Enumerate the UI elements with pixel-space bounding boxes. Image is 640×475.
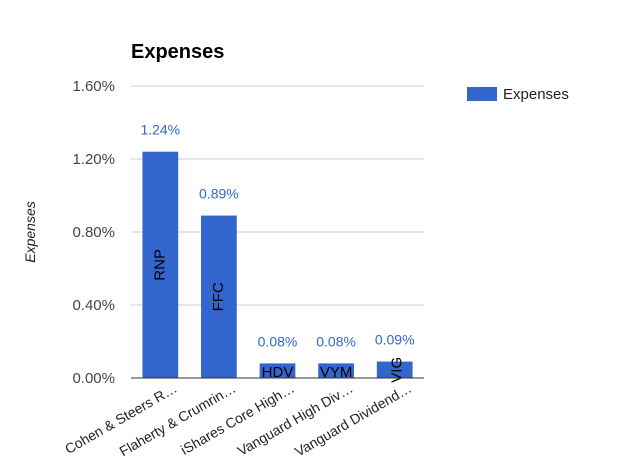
bar-inner-label: VIG — [389, 357, 406, 383]
y-axis-label: Expenses — [22, 201, 38, 262]
bar — [142, 151, 179, 378]
bar — [201, 215, 237, 378]
data-label: 0.08% — [316, 333, 356, 349]
bar — [259, 363, 296, 378]
x-category-labels: Cohen & Steers R…Flaherty & Crumrin…iSha… — [62, 380, 414, 460]
data-label: 0.08% — [258, 333, 298, 349]
data-labels: 1.24% 0.89% 0.08% 0.08% 0.09% — [140, 122, 414, 350]
legend-label: Expenses — [503, 86, 569, 103]
data-label: 0.89% — [199, 186, 239, 202]
bar-inner-label: FFC — [210, 282, 227, 311]
gridlines — [131, 85, 424, 306]
bar-inner-label: HDV — [262, 364, 294, 381]
data-label: 1.24% — [140, 122, 180, 138]
legend[interactable]: Expenses — [467, 86, 569, 103]
bar-inner-label: VYM — [320, 364, 353, 381]
bar — [376, 361, 413, 378]
data-label: 0.09% — [375, 332, 415, 348]
y-tick-label: 0.80% — [72, 224, 115, 241]
y-tick-label: 0.00% — [72, 370, 115, 387]
bar — [318, 363, 354, 378]
bar-inner-labels: RNP FFC HDV VYM VIG — [151, 249, 405, 383]
y-tick-labels: 0.00% 0.40% 0.80% 1.20% 1.60% — [72, 78, 115, 387]
y-tick-label: 0.40% — [72, 297, 115, 314]
bar-inner-label: RNP — [151, 249, 168, 281]
y-tick-label: 1.20% — [72, 151, 115, 168]
bars — [142, 151, 413, 378]
legend-swatch — [467, 87, 497, 101]
chart-title: Expenses — [131, 41, 224, 63]
y-tick-label: 1.60% — [72, 78, 115, 95]
